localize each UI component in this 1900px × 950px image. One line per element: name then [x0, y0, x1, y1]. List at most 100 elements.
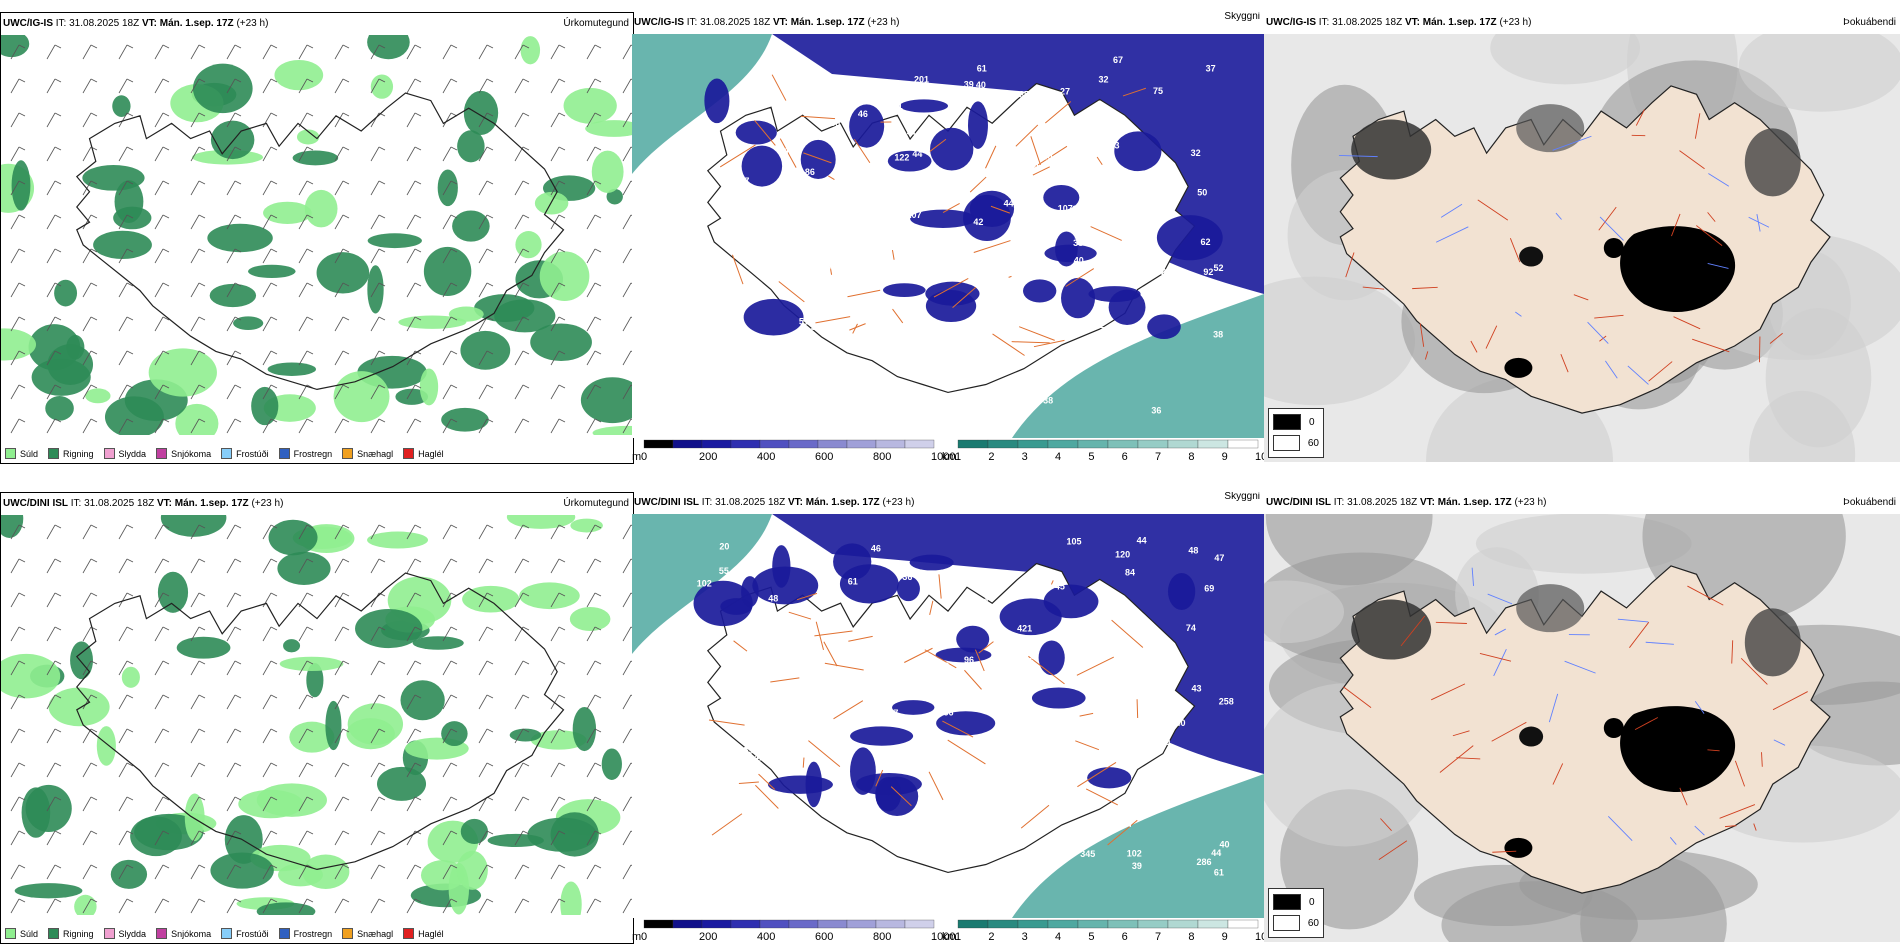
- cbar-cell: [1077, 439, 1109, 449]
- cbar-tick: 800: [873, 931, 891, 942]
- panel-header: UWC/IG-IS IT: 31.08.2025 18Z VT: Mán. 1.…: [1264, 12, 1900, 34]
- init-time: IT: 31.08.2025 18Z: [1318, 17, 1403, 28]
- cbar-tick: 0: [641, 451, 647, 462]
- fog-legend-high: 60: [1307, 437, 1319, 449]
- cloud-base-label: 421: [1017, 624, 1032, 634]
- fog-map[interactable]: [1264, 514, 1900, 942]
- cloud-map[interactable]: 51 63 46 38 55 54 40 54 44 61 39 57 34 44 86 88 103 44 43 4…: [632, 34, 1264, 438]
- cloud-base-label: 44: [1211, 848, 1221, 858]
- legend-swatch: [342, 448, 354, 459]
- valid-time: VT: Mán. 1.sep. 17Z: [1419, 497, 1512, 508]
- cloud-base-label: 55: [840, 847, 850, 857]
- cloud-base-label: 37: [704, 363, 714, 373]
- precip-legend-item: Rigning: [48, 448, 94, 459]
- cloud-base-label: 92: [1094, 320, 1104, 330]
- cbar-tick: 9: [1222, 451, 1228, 462]
- cbar-cell: [1197, 919, 1229, 929]
- precip-legend-item: Snjókoma: [156, 448, 211, 459]
- cloud-base-label: 58: [1010, 711, 1020, 721]
- cbar-cell: [759, 919, 790, 929]
- model-name: UWC/IG-IS: [634, 17, 684, 28]
- field-name: Úrkomutegund: [563, 498, 629, 509]
- cloud-base-label: 39: [811, 322, 821, 332]
- field-name: Skyggni: [1224, 12, 1260, 22]
- cbar-tick: 2: [988, 451, 994, 462]
- cloud-base-label: 63: [1072, 204, 1082, 214]
- precip-legend-item: Rigning: [48, 928, 94, 939]
- cloud-base-label: 36: [1151, 406, 1161, 416]
- cloud-base-label: 38: [1213, 330, 1223, 340]
- cloud-base-label: 98: [990, 780, 1000, 790]
- valid-time: VT: Mán. 1.sep. 17Z: [1404, 17, 1497, 28]
- cloud-base-label: 39: [1099, 599, 1109, 609]
- precip-map[interactable]: [1, 515, 633, 915]
- model-name: UWC/DINI ISL: [634, 497, 699, 508]
- precip-map[interactable]: [1, 35, 633, 435]
- cbar-cell: [875, 439, 906, 449]
- legend-swatch: [48, 448, 60, 459]
- precip-legend-item: Frostregn: [278, 928, 332, 939]
- cloud-base-label: 40: [1074, 255, 1084, 265]
- fog-swatch-low: [1273, 894, 1301, 910]
- cloud-base-label: 44: [1115, 179, 1125, 189]
- cbar-cell: [1077, 919, 1109, 929]
- cloud-base-label: 90: [939, 661, 949, 671]
- cbar-cell: [730, 919, 761, 929]
- cbar-tick: 400: [757, 931, 775, 942]
- init-time: IT: 31.08.2025 18Z: [686, 17, 771, 28]
- cloud-base-label: 47: [1214, 553, 1224, 563]
- legend-label: Snæhagl: [357, 928, 394, 939]
- cloud-base-label: 34: [1026, 253, 1036, 263]
- panel-header: UWC/DINI ISL IT: 31.08.2025 18Z VT: Mán.…: [1264, 492, 1900, 514]
- model-name: UWC/DINI ISL: [3, 498, 68, 509]
- cloud-panel-row1: UWC/IG-IS IT: 31.08.2025 18Z VT: Mán. 1.…: [632, 12, 1264, 462]
- cloud-base-label: 53: [922, 326, 932, 336]
- panel-header: UWC/IG-IS IT: 31.08.2025 18Z VT: Mán. 1.…: [632, 12, 1264, 34]
- cloud-base-label: 122: [894, 152, 909, 162]
- precip-legend-item: Snæhagl: [342, 448, 393, 459]
- cbar-cell: [1107, 919, 1139, 929]
- cloud-base-label: 74: [958, 796, 968, 806]
- cloud-base-label: 38: [1043, 396, 1053, 406]
- precip-panel-row2: UWC/DINI ISL IT: 31.08.2025 18Z VT: Mán.…: [0, 492, 634, 944]
- cloud-base-label: 69: [1204, 584, 1214, 594]
- cloud-base-label: 35: [1019, 90, 1029, 100]
- cloud-base-label: 44: [1013, 379, 1023, 389]
- cloud-base-unit: m: [632, 931, 641, 942]
- cloud-base-label: 45: [989, 755, 999, 765]
- cloud-base-label: 41: [754, 752, 764, 762]
- cbar-tick: 10: [1255, 931, 1264, 942]
- cloud-base-label: 48: [1047, 100, 1057, 110]
- cbar-cell: [1167, 439, 1199, 449]
- cloud-map[interactable]: 67 44 41 48 55 59 57 74 44 56 39 34 45 101 105 258 173 48…: [632, 514, 1264, 918]
- fog-legend-low: 0: [1309, 416, 1315, 428]
- cbar-tick: 6: [1122, 931, 1128, 942]
- lead-time: (+23 h): [867, 17, 900, 28]
- lead-time: (+23 h): [1514, 497, 1547, 508]
- panel-header: UWC/DINI ISL IT: 31.08.2025 18Z VT: Mán.…: [632, 492, 1264, 514]
- cbar-tick: 1: [955, 451, 961, 462]
- cloud-base-label: 56: [944, 708, 954, 718]
- legend-swatch: [342, 928, 354, 939]
- cloud-base-label: 37: [1206, 64, 1216, 74]
- cloud-base-label: 57: [1181, 701, 1191, 711]
- cbar-tick: 6: [1122, 451, 1128, 462]
- cloud-base-label: 44: [857, 236, 867, 246]
- fog-map[interactable]: [1264, 34, 1900, 462]
- fog-swatch-high: [1273, 915, 1300, 931]
- cloud-base-label: 101: [1000, 803, 1015, 813]
- valid-time: VT: Mán. 1.sep. 17Z: [772, 17, 865, 28]
- cbar-cell: [1167, 919, 1199, 929]
- cloud-base-label: 44: [1004, 199, 1014, 209]
- precip-legend-item: Súld: [5, 928, 38, 939]
- legend-label: Frostúði: [236, 448, 269, 459]
- fog-legend-low: 0: [1309, 896, 1315, 908]
- model-name: UWC/IG-IS: [1266, 17, 1316, 28]
- field-name: Þokuábendi: [1843, 17, 1896, 28]
- fog-swatch-high: [1273, 435, 1300, 451]
- cloud-base-label: 53: [845, 838, 855, 848]
- cloud-base-label: 70: [865, 189, 875, 199]
- precip-legend-item: Haglél: [403, 448, 444, 459]
- iceland-coastline: [75, 92, 565, 391]
- cloud-base-unit: m: [632, 451, 641, 462]
